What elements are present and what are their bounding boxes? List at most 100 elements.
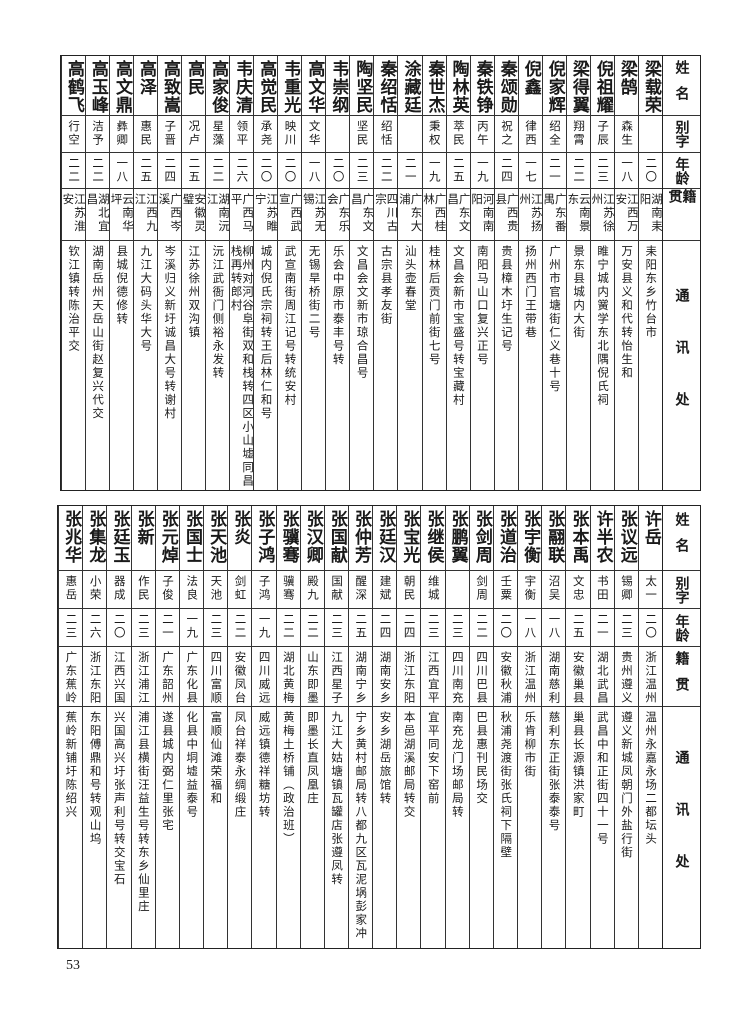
address: 乐肯柳市街 xyxy=(523,711,538,779)
address-cell: 汕头壶春堂 xyxy=(398,241,421,490)
address-cell: 武宣南街周江记号转统安村 xyxy=(278,241,301,490)
age: 一八 xyxy=(547,613,562,640)
native-place: 广西武宣 xyxy=(278,193,302,234)
address: 文昌会文新市琼合昌号 xyxy=(355,245,370,380)
header-cell: 籍贯 xyxy=(663,189,700,241)
native-place: 安徽巢县 xyxy=(571,651,586,705)
address: 江苏徐州双沟镇 xyxy=(187,245,202,340)
courtesy-name: 秉权 xyxy=(427,120,442,147)
courtesy-name: 子俊 xyxy=(161,575,176,602)
address-cell: 柳州对河谷阜街双和栈转四区小山墟同昌栈再转郎村 xyxy=(230,241,253,490)
person-record: 张宝光 朝民 二四 浙江东阳 本邑湖溪邮局转交 xyxy=(396,506,421,948)
name-cell: 许岳 xyxy=(638,506,662,571)
person-record: 韦重光 映川 二〇 广西武宣 武宣南街周江记号转统安村 xyxy=(277,56,302,490)
name-cell: 许半农 xyxy=(590,506,614,571)
address: 县城倪德修转 xyxy=(115,245,130,326)
name: 张鹏翼 xyxy=(447,510,468,564)
address-cell: 景东县城内大街 xyxy=(567,241,590,490)
native-place: 贵州遵义 xyxy=(620,651,635,705)
native-place-cell: 浙江东阳 xyxy=(397,647,421,707)
name: 张国士 xyxy=(181,510,202,564)
courtesy-name-cell: 祝之 xyxy=(494,116,518,153)
name-cell: 秦颂勋 xyxy=(494,56,518,116)
person-record: 张鹏翼 二三 四川南充 南充龙门场邮局转 xyxy=(444,506,469,948)
name: 秦颂勋 xyxy=(496,60,517,114)
courtesy-name-cell: 行空 xyxy=(61,116,85,153)
courtesy-name-cell: 宇衡 xyxy=(518,571,542,609)
address: 扬州西门王带巷 xyxy=(523,245,538,340)
person-record: 秦铁铮 丙午 一九 河南南阳 南阳马山口复兴正号 xyxy=(469,56,494,490)
native-place-cell: 湖北武昌 xyxy=(590,647,614,707)
courtesy-name-cell xyxy=(638,116,662,153)
age-cell: 二二 xyxy=(85,153,109,189)
person-record: 倪家辉 绍全 二一 广东番禺 广州市官塘街仁义巷十号 xyxy=(541,56,566,490)
name-cell: 高文华 xyxy=(302,56,326,116)
name: 高觉民 xyxy=(256,60,277,114)
age: 二〇 xyxy=(331,157,346,184)
age-cell: 二三 xyxy=(614,609,638,647)
native-place-cell: 江苏扬州 xyxy=(518,189,542,241)
name: 梁鹄 xyxy=(616,60,637,96)
address: 武宣南街周江记号转统安村 xyxy=(283,245,298,407)
address: 东阳傅鼎和号转观山坞 xyxy=(88,711,103,846)
name: 高玉峰 xyxy=(87,60,108,114)
native-place-cell: 广东文昌 xyxy=(446,189,470,241)
native-place-cell: 广东化县 xyxy=(179,647,204,707)
header-courtesy-name: 别字 xyxy=(673,575,690,604)
address-cell: 扬州西门王带巷 xyxy=(519,241,542,490)
native-place-cell: 广东蕉岭 xyxy=(59,647,83,707)
person-record: 张国士 法良 一九 广东化县 化县中垌墟益泰号 xyxy=(178,506,204,948)
header-cell: 姓名 xyxy=(663,56,700,116)
name-cell: 张新 xyxy=(131,506,155,571)
address: 汕头壶春堂 xyxy=(403,245,418,313)
age: 二二 xyxy=(211,157,226,184)
person-record: 倪鑫 律西 一七 江苏扬州 扬州西门王带巷 xyxy=(517,56,542,490)
native-place: 云南华坪 xyxy=(109,193,133,234)
native-place: 广东韶州 xyxy=(161,651,176,705)
address-cell: 东阳傅鼎和号转观山坞 xyxy=(83,707,106,948)
header-native-place: 籍贯 xyxy=(673,650,690,703)
person-record: 涂藏廷 二一 广东大浦 汕头壶春堂 xyxy=(397,56,422,490)
age-cell: 二二 xyxy=(61,153,85,189)
address-cell: 安乡湖岳旅馆转 xyxy=(373,707,396,948)
name: 高文鼎 xyxy=(111,60,132,114)
age-cell: 二四 xyxy=(373,609,397,647)
name: 倪家辉 xyxy=(544,60,565,114)
native-place: 湖北黄梅 xyxy=(281,651,296,705)
address: 南阳马山口复兴正号 xyxy=(475,245,490,367)
address-cell: 江苏徐州双沟镇 xyxy=(182,241,205,490)
native-place-cell: 江苏睢宁 xyxy=(254,189,278,241)
age: 二〇 xyxy=(112,613,127,640)
person-record: 许岳 太一 二〇 浙江温州 温州永嘉永场二都坛头 xyxy=(637,506,662,948)
courtesy-name-cell: 朝民 xyxy=(397,571,421,609)
header-cell: 通讯处 xyxy=(663,707,700,948)
courtesy-name-cell: 子晋 xyxy=(158,116,182,153)
native-place: 安徽秋浦 xyxy=(499,651,514,705)
courtesy-name-cell: 翔霄 xyxy=(566,116,590,153)
native-place-cell: 江西九江 xyxy=(133,189,158,241)
age-cell: 二六 xyxy=(83,609,107,647)
courtesy-name-cell: 剑周 xyxy=(469,571,493,609)
age: 二〇 xyxy=(644,157,659,184)
courtesy-name: 惠岳 xyxy=(64,575,79,602)
age-cell: 一八 xyxy=(302,153,326,189)
name-cell: 张廷汉 xyxy=(373,506,397,571)
age-cell: 二二 xyxy=(276,609,300,647)
address-cell: 沅江武衙门侧裕永发转 xyxy=(206,241,229,490)
name: 张本禹 xyxy=(568,510,589,564)
name-cell: 张炎 xyxy=(228,506,252,571)
person-record: 张元焯 子俊 二一 广东韶州 遂县城内弼仁里张宅 xyxy=(154,506,179,948)
native-place: 浙江浦江 xyxy=(136,651,151,705)
native-place-cell: 广东文昌 xyxy=(350,189,374,241)
courtesy-name: 法良 xyxy=(185,575,200,602)
courtesy-name-cell: 骥骞 xyxy=(276,571,300,609)
address: 岑溪归义新圩诚昌大号转谢村 xyxy=(163,245,178,421)
courtesy-name-cell: 律西 xyxy=(518,116,542,153)
native-place-cell: 江西宜平 xyxy=(421,647,445,707)
courtesy-name-cell: 映川 xyxy=(278,116,302,153)
age: 二二 xyxy=(233,613,248,640)
courtesy-name: 洁予 xyxy=(91,120,106,147)
name-cell: 高鹤飞 xyxy=(61,56,85,116)
native-place-cell: 江苏徐州 xyxy=(590,189,614,241)
courtesy-name: 承尧 xyxy=(259,120,274,147)
